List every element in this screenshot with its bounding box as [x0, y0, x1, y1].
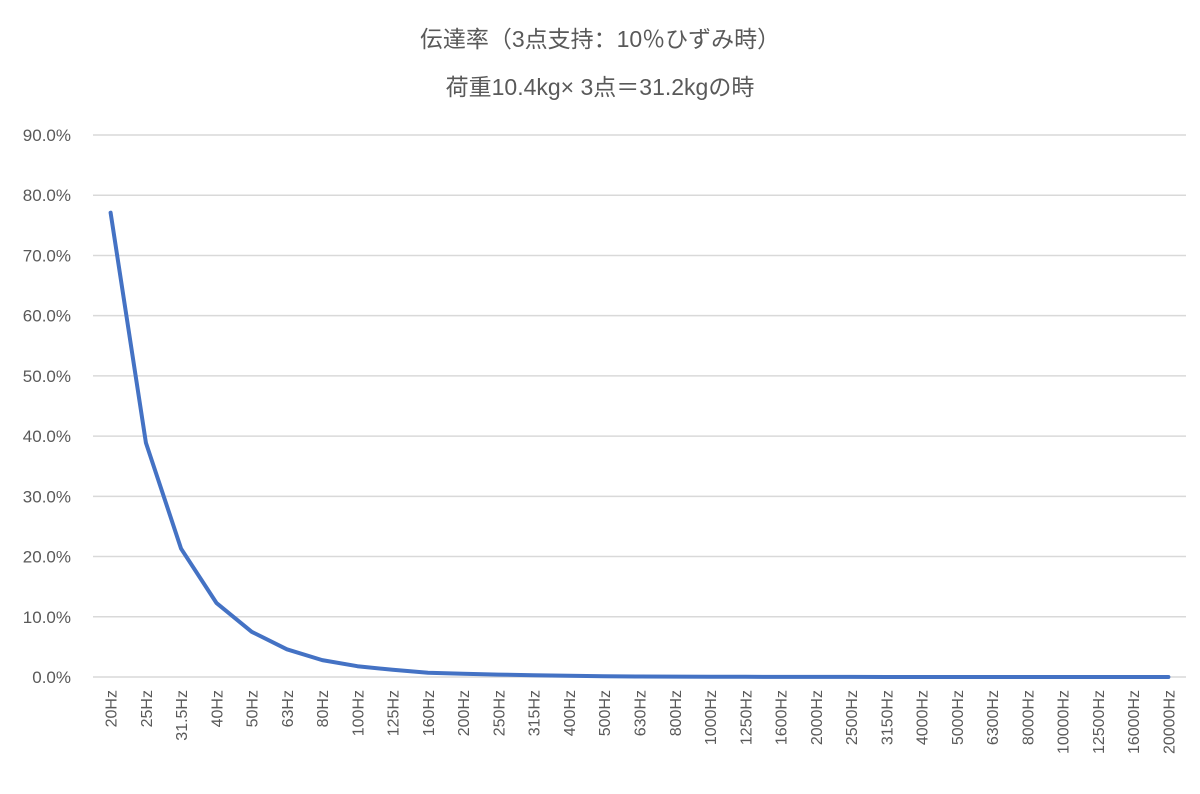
x-tick-label: 250Hz: [491, 690, 508, 736]
y-axis-ticks: 0.0% 10.0% 20.0% 30.0% 40.0% 50.0% 60.0% 70.0% 8…: [23, 126, 71, 687]
x-tick-label: 63Hz: [280, 690, 297, 727]
y-tick-label: 20.0%: [23, 548, 71, 567]
x-tick-label: 5000Hz: [950, 690, 967, 745]
gridlines: [93, 134, 1186, 678]
x-tick-label: 1000Hz: [703, 690, 720, 745]
x-tick-label: 3150Hz: [879, 690, 896, 745]
y-tick-label: 50.0%: [23, 367, 71, 386]
x-tick-label: 500Hz: [597, 690, 614, 736]
x-tick-label: 200Hz: [456, 690, 473, 736]
x-tick-label: 4000Hz: [915, 690, 932, 745]
x-tick-label: 40Hz: [209, 690, 226, 727]
y-tick-label: 0.0%: [32, 668, 71, 687]
x-tick-label: 20000Hz: [1161, 690, 1178, 754]
x-tick-label: 2500Hz: [844, 690, 861, 745]
x-tick-label: 10000Hz: [1056, 690, 1073, 754]
x-tick-label: 20Hz: [104, 690, 121, 727]
x-tick-label: 400Hz: [562, 690, 579, 736]
x-tick-label: 50Hz: [245, 690, 262, 727]
x-tick-label: 80Hz: [315, 690, 332, 727]
x-tick-label: 2000Hz: [809, 690, 826, 745]
chart-title: 伝達率（3点支持：10％ひずみ時）: [419, 26, 781, 52]
y-tick-label: 30.0%: [23, 487, 71, 506]
x-tick-label: 315Hz: [527, 690, 544, 736]
x-tick-label: 16000Hz: [1126, 690, 1143, 754]
x-tick-label: 12500Hz: [1091, 690, 1108, 754]
y-tick-label: 10.0%: [23, 608, 71, 627]
y-tick-label: 40.0%: [23, 427, 71, 446]
series-line-transmissibility: [108, 210, 1171, 679]
x-tick-label: 1250Hz: [738, 690, 755, 745]
x-tick-label: 160Hz: [421, 690, 438, 736]
x-tick-label: 6300Hz: [985, 690, 1002, 745]
x-tick-label: 125Hz: [386, 690, 403, 736]
x-tick-label: 25Hz: [139, 690, 156, 727]
y-tick-label: 90.0%: [23, 126, 71, 145]
y-tick-label: 80.0%: [23, 186, 71, 205]
x-tick-label: 1600Hz: [774, 690, 791, 745]
x-tick-label: 100Hz: [350, 690, 367, 736]
y-tick-label: 70.0%: [23, 246, 71, 265]
x-tick-label: 630Hz: [633, 690, 650, 736]
x-tick-label: 8000Hz: [1020, 690, 1037, 745]
chart-subtitle: 荷重10.4kg× 3点＝31.2kgの時: [445, 74, 755, 100]
x-tick-label: 31.5Hz: [174, 690, 191, 741]
x-tick-label: 800Hz: [668, 690, 685, 736]
x-axis-ticks: 20Hz 25Hz 31.5Hz 40Hz 50Hz 63Hz 80Hz 100Hz 125Hz…: [104, 690, 1179, 754]
y-tick-label: 60.0%: [23, 307, 71, 326]
